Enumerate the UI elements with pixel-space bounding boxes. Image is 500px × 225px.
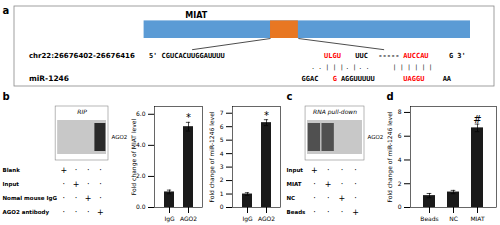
svg-text:+: + [325,180,332,189]
svg-text:G 3': G 3' [449,52,466,60]
svg-text:IgG: IgG [164,215,175,223]
svg-text:·: · [62,208,65,217]
svg-text:4.0: 4.0 [136,141,146,148]
svg-text:·: · [75,166,78,175]
svg-text:Nomal mouse IgG: Nomal mouse IgG [3,195,58,202]
svg-text:4: 4 [398,156,402,163]
svg-text:+: + [352,208,359,217]
svg-text:AGO2: AGO2 [258,215,275,222]
svg-text:+: + [85,194,92,203]
svg-text:MIAT: MIAT [287,181,302,187]
svg-text:AGO2 antibody: AGO2 antibody [3,209,50,216]
svg-text:RNA pull-down: RNA pull-down [313,108,357,116]
svg-text:. |: . | [346,63,357,71]
svg-text:miR-1246: miR-1246 [29,74,69,83]
svg-text:Blank: Blank [3,167,21,173]
svg-text:UAGGU: UAGGU [403,75,424,83]
svg-text:0: 0 [220,203,224,210]
svg-text:RIP: RIP [77,108,87,115]
svg-text:7: 7 [220,109,224,116]
svg-text:·: · [313,180,316,189]
svg-text:5' CGUCACUUGGAUUUU: 5' CGUCACUUGGAUUUU [149,52,225,60]
svg-text:#: # [473,114,481,125]
svg-text:Input: Input [287,167,304,174]
svg-text:·: · [99,180,102,189]
svg-text:. .: . . [311,63,322,70]
svg-text:UUC: UUC [355,52,368,60]
svg-text:4: 4 [220,150,224,157]
svg-text:d: d [387,91,394,102]
svg-text:AA: AA [443,75,452,83]
svg-text:·: · [341,208,344,217]
svg-text:*: * [186,112,191,123]
svg-text:·: · [62,194,65,203]
svg-text:·: · [75,194,78,203]
svg-text:chr22:26676402-26676416: chr22:26676402-26676416 [29,52,135,60]
svg-text:. .: . . [358,63,369,70]
svg-text:G: G [333,75,337,83]
svg-text:·: · [313,208,316,217]
svg-text:2: 2 [398,180,402,187]
svg-text:·: · [327,194,330,203]
svg-text:b: b [3,91,10,102]
svg-text:·: · [62,180,65,189]
svg-text:3: 3 [220,163,224,170]
svg-text:+: + [60,166,67,175]
svg-text:Fold change of MIAT level: Fold change of MIAT level [130,118,138,195]
svg-text:Beads: Beads [287,209,307,215]
svg-text:Fold change of miR-1246 level: Fold change of miR-1246 level [386,111,394,202]
svg-text:-----: ----- [378,52,399,60]
svg-text:0.0: 0.0 [136,203,146,210]
svg-text:6: 6 [220,123,224,130]
svg-text:*: * [264,110,269,121]
svg-text:·: · [327,166,330,175]
svg-text:·: · [354,194,357,203]
svg-text:Beads: Beads [420,215,438,222]
svg-text:2.0: 2.0 [136,172,146,179]
svg-text:6: 6 [398,132,402,139]
svg-text:·: · [341,166,344,175]
svg-text:AGO2: AGO2 [180,215,197,222]
svg-text:2: 2 [220,176,224,183]
svg-text:1: 1 [220,190,224,197]
svg-text:+: + [73,180,80,189]
svg-text:·: · [313,194,316,203]
svg-text:GGAC: GGAC [302,75,319,83]
svg-text:·: · [87,208,90,217]
svg-text:·: · [75,208,78,217]
svg-text:AGGUUUUU: AGGUUUUU [341,75,375,83]
svg-text:MIAT: MIAT [185,11,208,20]
svg-text:+: + [339,194,346,203]
svg-text:a: a [3,5,10,16]
svg-text:+: + [311,166,318,175]
svg-text:·: · [99,166,102,175]
svg-text:·: · [99,194,102,203]
svg-text:5: 5 [220,136,224,143]
svg-text:·: · [354,180,357,189]
svg-text:·: · [341,180,344,189]
svg-text:AGO2: AGO2 [368,134,384,140]
svg-text:IgG: IgG [242,215,253,223]
svg-text:8: 8 [398,108,402,115]
svg-text:NC: NC [449,215,458,222]
svg-text:+: + [97,208,104,217]
svg-text:0: 0 [398,203,402,210]
svg-text:c: c [287,91,293,102]
svg-text:AGO2: AGO2 [112,134,128,140]
svg-text:·: · [87,180,90,189]
svg-text:AUCCAU: AUCCAU [403,52,428,60]
svg-text:ULGU: ULGU [324,52,341,60]
svg-text:Fold change of miR-1246 level: Fold change of miR-1246 level [208,111,216,202]
svg-text:Input: Input [3,181,20,188]
svg-text:·: · [354,166,357,175]
svg-text:| | |: | | | [326,63,344,71]
svg-text:NC: NC [287,195,296,201]
svg-text:MIAT: MIAT [470,215,485,222]
svg-text:·: · [327,208,330,217]
svg-text:| | | | | |: | | | | | | [393,63,433,71]
svg-text:6.0: 6.0 [136,110,146,117]
svg-text:·: · [87,166,90,175]
